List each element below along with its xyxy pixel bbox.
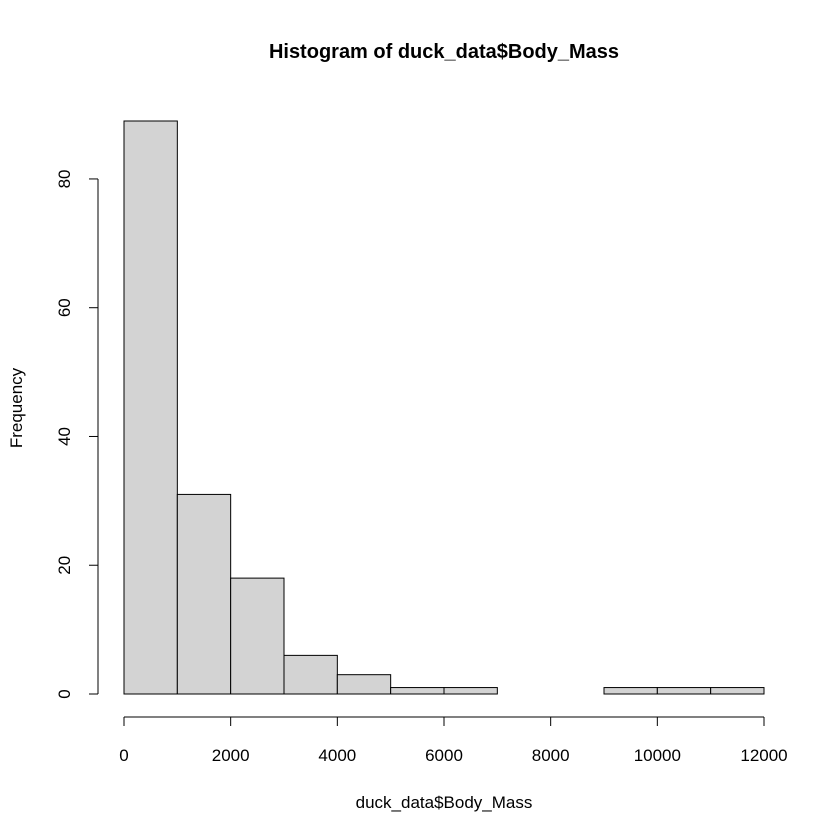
y-tick-label-3: 60 bbox=[55, 298, 74, 317]
x-tick-label-0: 0 bbox=[119, 746, 128, 765]
y-axis-ticks: 0 20 40 60 80 bbox=[55, 169, 98, 699]
histogram-bar-5 bbox=[390, 687, 445, 695]
x-tick-label-6: 12000 bbox=[740, 746, 787, 765]
histogram-bar-4 bbox=[336, 674, 392, 695]
histogram-bar-0 bbox=[123, 120, 178, 695]
histogram-bar-3 bbox=[283, 654, 338, 695]
histogram-bar-1 bbox=[176, 493, 232, 695]
chart-title: Histogram of duck_data$Body_Mass bbox=[269, 41, 619, 63]
x-tick-label-5: 10000 bbox=[634, 746, 681, 765]
x-axis-label: duck_data$Body_Mass bbox=[356, 793, 533, 812]
histogram-bar-10 bbox=[656, 687, 712, 695]
y-tick-label-0: 0 bbox=[55, 689, 74, 698]
histogram-bar-2 bbox=[230, 577, 285, 695]
y-tick-label-4: 80 bbox=[55, 169, 74, 188]
histogram-bar-9 bbox=[603, 687, 658, 695]
y-tick-label-1: 20 bbox=[55, 556, 74, 575]
histogram-bar-11 bbox=[710, 687, 765, 695]
x-tick-label-1: 2000 bbox=[212, 746, 250, 765]
x-axis-ticks: 0 2000 4000 6000 8000 10000 12000 bbox=[119, 717, 788, 765]
x-tick-label-4: 8000 bbox=[532, 746, 570, 765]
y-tick-label-2: 40 bbox=[55, 427, 74, 446]
histogram-bar-6 bbox=[443, 687, 498, 695]
x-tick-label-2: 4000 bbox=[318, 746, 356, 765]
y-axis-label: Frequency bbox=[7, 367, 26, 448]
x-tick-label-3: 6000 bbox=[425, 746, 463, 765]
bars-group bbox=[123, 120, 765, 695]
